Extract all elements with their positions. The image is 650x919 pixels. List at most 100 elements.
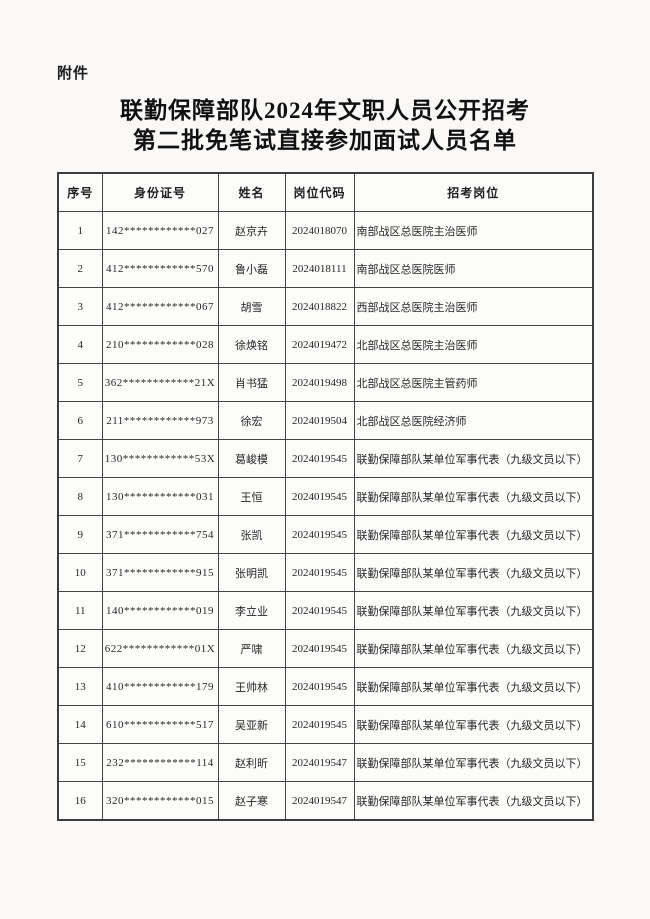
page-title-line2: 第二批免笔试直接参加面试人员名单	[133, 128, 517, 153]
position-cell: 联勤保障部队某单位军事代表（九级文员以下）	[353, 553, 594, 592]
table-row: 2 412************570 鲁小磊 2024018111 南部战区…	[57, 249, 594, 288]
job-code-cell: 2024019547	[284, 743, 355, 782]
table-row: 13 410************179 王帅林 2024019545 联勤保…	[57, 667, 594, 706]
index-cell: 8	[57, 477, 103, 516]
position-cell: 北部战区总医院经济师	[353, 401, 594, 440]
table-row: 4 210************028 徐焕铭 2024019472 北部战区…	[57, 325, 594, 364]
name-cell: 吴亚新	[217, 705, 286, 744]
index-cell: 11	[57, 591, 103, 630]
index-cell: 7	[57, 439, 103, 478]
table-row: 8 130************031 王恒 2024019545 联勤保障部…	[57, 477, 594, 516]
index-cell: 9	[57, 515, 103, 554]
job-code-cell: 2024019498	[284, 363, 355, 402]
id-number-cell: 412************570	[101, 249, 219, 288]
table-row: 7 130************53X 葛峻模 2024019545 联勤保障…	[57, 439, 594, 478]
position-cell: 联勤保障部队某单位军事代表（九级文员以下）	[353, 667, 594, 706]
position-cell: 南部战区总医院主治医师	[353, 211, 594, 250]
position-cell: 联勤保障部队某单位军事代表（九级文员以下）	[353, 629, 594, 668]
name-cell: 徐焕铭	[217, 325, 286, 364]
roster-table: 序号 身份证号 姓名 岗位代码 招考岗位 1 142************02…	[57, 172, 594, 821]
name-cell: 胡雪	[217, 287, 286, 326]
index-cell: 6	[57, 401, 103, 440]
index-cell: 1	[57, 211, 103, 250]
table-row: 6 211************973 徐宏 2024019504 北部战区总…	[57, 401, 594, 440]
job-code-cell: 2024019545	[284, 667, 355, 706]
id-number-cell: 371************754	[101, 515, 219, 554]
job-code-cell: 2024019547	[284, 781, 355, 821]
id-number-cell: 130************53X	[101, 439, 219, 478]
index-cell: 2	[57, 249, 103, 288]
header-row: 序号 身份证号 姓名 岗位代码 招考岗位	[57, 172, 594, 212]
index-cell: 13	[57, 667, 103, 706]
table-row: 11 140************019 李立业 2024019545 联勤保…	[57, 591, 594, 630]
id-number-cell: 130************031	[101, 477, 219, 516]
name-cell: 张凯	[217, 515, 286, 554]
name-cell: 严啸	[217, 629, 286, 668]
name-cell: 王恒	[217, 477, 286, 516]
table-row: 16 320************015 赵子寒 2024019547 联勤保…	[57, 781, 594, 821]
position-cell: 联勤保障部队某单位军事代表（九级文员以下）	[353, 781, 594, 821]
table-row: 3 412************067 胡雪 2024018822 西部战区总…	[57, 287, 594, 326]
position-cell: 联勤保障部队某单位军事代表（九级文员以下）	[353, 515, 594, 554]
id-number-cell: 412************067	[101, 287, 219, 326]
table-row: 5 362************21X 肖书猛 2024019498 北部战区…	[57, 363, 594, 402]
position-cell: 西部战区总医院主治医师	[353, 287, 594, 326]
index-cell: 3	[57, 287, 103, 326]
table-row: 1 142************027 赵京卉 2024018070 南部战区…	[57, 211, 594, 250]
name-cell: 葛峻模	[217, 439, 286, 478]
id-number-cell: 210************028	[101, 325, 219, 364]
header-cell-name: 姓名	[217, 172, 286, 212]
name-cell: 徐宏	[217, 401, 286, 440]
name-cell: 赵利昕	[217, 743, 286, 782]
name-cell: 肖书猛	[217, 363, 286, 402]
table-row: 14 610************517 吴亚新 2024019545 联勤保…	[57, 705, 594, 744]
position-cell: 南部战区总医院医师	[353, 249, 594, 288]
table-row: 12 622************01X 严啸 2024019545 联勤保障…	[57, 629, 594, 668]
header-cell-index: 序号	[57, 172, 103, 212]
table-row: 15 232************114 赵利昕 2024019547 联勤保…	[57, 743, 594, 782]
id-number-cell: 142************027	[101, 211, 219, 250]
id-number-cell: 320************015	[101, 781, 219, 821]
id-number-cell: 371************915	[101, 553, 219, 592]
index-cell: 12	[57, 629, 103, 668]
name-cell: 赵子寒	[217, 781, 286, 821]
name-cell: 赵京卉	[217, 211, 286, 250]
id-number-cell: 610************517	[101, 705, 219, 744]
position-cell: 联勤保障部队某单位军事代表（九级文员以下）	[353, 743, 594, 782]
index-cell: 15	[57, 743, 103, 782]
attachment-label: 附件	[57, 65, 90, 82]
index-cell: 4	[57, 325, 103, 364]
job-code-cell: 2024019545	[284, 591, 355, 630]
page-title-line1: 联勤保障部队2024年文职人员公开招考	[120, 98, 530, 123]
job-code-cell: 2024018070	[284, 211, 355, 250]
header-cell-code: 岗位代码	[284, 172, 355, 212]
header-cell-position: 招考岗位	[353, 172, 594, 212]
id-number-cell: 362************21X	[101, 363, 219, 402]
job-code-cell: 2024019545	[284, 439, 355, 478]
index-cell: 16	[57, 781, 103, 821]
position-cell: 联勤保障部队某单位军事代表（九级文员以下）	[353, 705, 594, 744]
position-cell: 联勤保障部队某单位军事代表（九级文员以下）	[353, 477, 594, 516]
index-cell: 10	[57, 553, 103, 592]
position-cell: 北部战区总医院主治医师	[353, 325, 594, 364]
table-row: 10 371************915 张明凯 2024019545 联勤保…	[57, 553, 594, 592]
job-code-cell: 2024018111	[284, 249, 355, 288]
job-code-cell: 2024019545	[284, 629, 355, 668]
header-cell-id: 身份证号	[101, 172, 219, 212]
job-code-cell: 2024019472	[284, 325, 355, 364]
name-cell: 张明凯	[217, 553, 286, 592]
job-code-cell: 2024019545	[284, 477, 355, 516]
table-row: 9 371************754 张凯 2024019545 联勤保障部…	[57, 515, 594, 554]
name-cell: 王帅林	[217, 667, 286, 706]
job-code-cell: 2024019504	[284, 401, 355, 440]
id-number-cell: 232************114	[101, 743, 219, 782]
job-code-cell: 2024018822	[284, 287, 355, 326]
index-cell: 5	[57, 363, 103, 402]
id-number-cell: 140************019	[101, 591, 219, 630]
position-cell: 联勤保障部队某单位军事代表（九级文员以下）	[353, 439, 594, 478]
position-cell: 北部战区总医院主管药师	[353, 363, 594, 402]
id-number-cell: 410************179	[101, 667, 219, 706]
id-number-cell: 211************973	[101, 401, 219, 440]
id-number-cell: 622************01X	[101, 629, 219, 668]
job-code-cell: 2024019545	[284, 515, 355, 554]
